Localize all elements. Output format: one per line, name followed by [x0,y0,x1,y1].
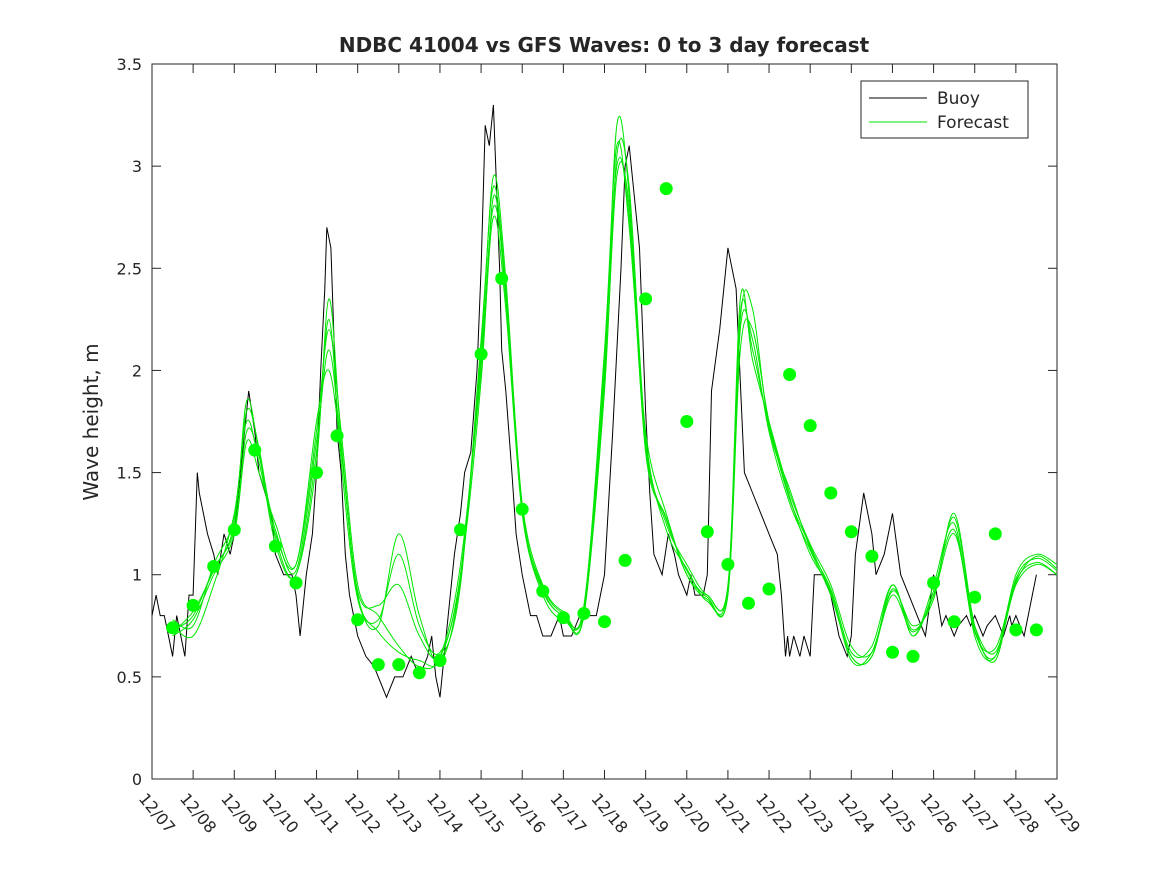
forecast-analysis-point [433,654,447,667]
y-tick-label: 2.5 [117,259,142,278]
x-tick-label: 12/16 [505,789,549,837]
series-layer [151,104,1058,699]
x-tick-label: 12/11 [299,789,343,837]
forecast-analysis-point [556,611,570,625]
forecast-analysis-point [536,584,550,598]
forecast-analysis-point [330,429,344,443]
x-tick-label: 12/18 [587,789,631,837]
x-tick-label: 12/19 [629,789,673,837]
legend-buoy-label: Buoy [937,89,980,109]
y-tick-label: 0 [132,770,142,789]
forecast-analysis-point [988,527,1002,541]
forecast-analysis-point [454,523,467,537]
forecast-analysis-point [186,598,200,612]
forecast-analysis-point [700,525,714,539]
y-tick-label: 1 [132,566,142,585]
forecast-analysis-point [289,576,303,590]
x-tick-label: 12/15 [464,789,508,837]
x-tick-label: 12/23 [793,789,837,837]
forecast-analysis-point [906,649,920,663]
legend-box [860,80,1029,139]
forecast-analysis-point [721,558,735,571]
forecast-analysis-point [515,502,529,516]
x-tick-label: 12/14 [423,789,467,837]
forecast-analysis-point [659,182,673,196]
forecast-analysis-point [412,666,426,680]
x-tick-label: 12/08 [176,789,220,837]
x-tick-label: 12/09 [217,789,261,837]
x-tick-label: 12/24 [834,789,878,837]
forecast-analysis-point [248,443,262,457]
forecast-analysis-point [886,645,899,659]
x-tick-label: 12/27 [958,789,1002,837]
forecast-analysis-point [166,621,180,635]
forecast-analysis-point [783,368,797,381]
plot-area [151,63,1058,780]
forecast-analysis-point [577,607,591,620]
forecast-analysis-point [392,658,406,672]
x-tick-label: 12/26 [917,789,961,837]
forecast-analysis-point [207,560,221,573]
x-tick-label: 12/21 [711,789,755,837]
x-tick-label: 12/22 [752,789,796,837]
forecast-analysis-point [1029,623,1043,637]
forecast-series-line-4 [172,138,1058,659]
forecast-analysis-point [947,615,961,629]
forecast-analysis-point [310,466,323,480]
forecast-analysis-point [680,415,694,428]
x-tick-label: 12/29 [1040,789,1084,837]
y-axis-label: Wave height, m [79,343,103,500]
forecast-analysis-point [371,658,385,672]
x-tick-label: 12/20 [670,789,714,837]
y-tick-label: 2 [132,361,142,380]
x-tick-label: 12/13 [382,789,426,837]
y-tick-label: 0.5 [117,668,142,687]
y-tick-label: 3.5 [117,55,142,74]
forecast-analysis-point [227,523,241,537]
y-tick-label: 1.5 [117,464,142,483]
forecast-series-line-3 [172,116,1058,666]
forecast-analysis-point [495,272,509,285]
x-tick-label: 12/10 [258,789,302,837]
legend-forecast-label: Forecast [937,113,1009,133]
forecast-analysis-point [844,525,858,539]
chart-title: NDBC 41004 vs GFS Waves: 0 to 3 day fore… [339,33,870,57]
x-tick-label: 12/28 [999,789,1043,837]
forecast-analysis-point [474,347,488,361]
forecast-analysis-point [968,590,982,604]
forecast-analysis-point [1009,623,1023,637]
forecast-analysis-point [742,596,755,610]
x-tick-label: 12/17 [546,789,590,837]
x-tick-label: 12/12 [341,789,385,837]
forecast-analysis-point [762,582,776,596]
y-tick-label: 3 [132,157,142,176]
forecast-analysis-point [824,486,838,500]
x-tick-label: 12/07 [135,789,179,837]
forecast-analysis-point [351,613,365,627]
forecast-analysis-point [803,419,817,433]
legend: Buoy Forecast [860,80,1029,139]
forecast-analysis-point [927,576,941,590]
forecast-analysis-point [865,549,879,563]
forecast-analysis-point [639,292,653,306]
y-axis: 0 0.5 1 1.5 2 2.5 3 3.5 [117,55,1057,789]
forecast-series-line-5 [172,157,1058,666]
forecast-analysis-point [618,553,632,567]
x-tick-label: 12/25 [875,789,919,837]
forecast-analysis-point [598,615,611,629]
forecast-analysis-point [268,539,282,553]
